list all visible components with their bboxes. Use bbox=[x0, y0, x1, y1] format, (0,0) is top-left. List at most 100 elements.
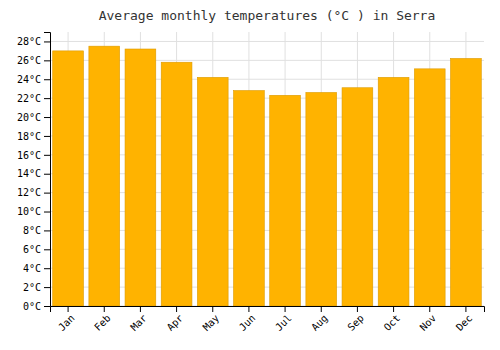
x-tick: Sep bbox=[345, 306, 366, 333]
x-tick-label: Sep bbox=[345, 312, 366, 333]
bar bbox=[414, 69, 445, 306]
y-tick: 10°C bbox=[17, 206, 50, 217]
x-axis: Jan Feb Mar Apr May Jun Jul Aug Sep Oct Nov Dec bbox=[51, 306, 485, 333]
y-tick: 26°C bbox=[17, 55, 50, 66]
bar bbox=[125, 49, 156, 306]
x-tick-label: Jan bbox=[56, 312, 77, 333]
bar bbox=[234, 91, 265, 306]
y-tick-mark bbox=[44, 155, 50, 156]
y-tick: 6°C bbox=[23, 244, 50, 255]
title: Average monthly temperatures (°C ) in Se… bbox=[99, 8, 436, 23]
y-tick-label: 20°C bbox=[17, 112, 41, 123]
y-tick-label: 8°C bbox=[23, 225, 41, 236]
y-tick-mark bbox=[44, 41, 50, 42]
x-tick-mark bbox=[140, 306, 141, 312]
x-tick: Dec bbox=[454, 306, 475, 333]
x-tick-label: Feb bbox=[92, 312, 113, 333]
bar bbox=[89, 46, 120, 306]
x-tick-label: Apr bbox=[165, 312, 186, 333]
y-tick: 24°C bbox=[17, 74, 50, 85]
x-tick: Apr bbox=[165, 306, 186, 333]
y-tick-mark bbox=[44, 249, 50, 250]
x-tick-mark bbox=[285, 306, 286, 312]
bars bbox=[53, 46, 482, 306]
y-tick-mark bbox=[44, 136, 50, 137]
grid-line-y bbox=[50, 41, 484, 42]
y-tick-mark bbox=[44, 117, 50, 118]
x-tick-mark bbox=[429, 306, 430, 312]
x-tick-label: Nov bbox=[418, 312, 439, 333]
x-tick: Jan bbox=[56, 306, 77, 333]
y-axis: 0°C 2°C 4°C 6°C 8°C 10°C 12°C 14°C 16°C 18°C 20°C 2… bbox=[17, 33, 51, 312]
y-tick-label: 28°C bbox=[17, 36, 41, 47]
y-tick-label: 10°C bbox=[17, 206, 41, 217]
x-tick-mark bbox=[248, 306, 249, 312]
y-tick: 0°C bbox=[23, 301, 50, 312]
bar bbox=[378, 77, 409, 306]
x-tick-mark bbox=[393, 306, 394, 312]
bar bbox=[53, 51, 84, 306]
y-tick-mark bbox=[44, 212, 50, 213]
x-tick-mark bbox=[465, 306, 466, 312]
y-tick-label: 4°C bbox=[23, 263, 41, 274]
x-tick-mark bbox=[176, 306, 177, 312]
y-tick: 2°C bbox=[23, 282, 50, 293]
x-tick-mark bbox=[104, 306, 105, 312]
x-tick: Nov bbox=[418, 306, 439, 333]
y-tick: 14°C bbox=[17, 168, 50, 179]
x-tick: May bbox=[201, 306, 222, 333]
bar bbox=[270, 95, 301, 306]
x-tick: Aug bbox=[309, 306, 330, 333]
y-tick-label: 18°C bbox=[17, 131, 41, 142]
y-tick: 8°C bbox=[23, 225, 50, 236]
y-tick-mark bbox=[44, 287, 50, 288]
y-tick-mark bbox=[44, 60, 50, 61]
x-tick-label: Dec bbox=[454, 312, 475, 333]
x-tick-label: Oct bbox=[382, 312, 403, 333]
y-tick-label: 26°C bbox=[17, 55, 41, 66]
x-tick: Jul bbox=[273, 306, 294, 333]
plot: 0°C 2°C 4°C 6°C 8°C 10°C 12°C 14°C 16°C 18°C 20°C 2… bbox=[17, 32, 485, 333]
y-tick: 16°C bbox=[17, 150, 50, 161]
bar bbox=[197, 77, 228, 306]
y-tick-label: 16°C bbox=[17, 150, 41, 161]
x-tick: Oct bbox=[382, 306, 403, 333]
y-tick: 18°C bbox=[17, 131, 50, 142]
y-tick: 28°C bbox=[17, 36, 50, 47]
bar bbox=[306, 92, 337, 306]
chart: 0°C 2°C 4°C 6°C 8°C 10°C 12°C 14°C 16°C 18°C 20°C 2… bbox=[0, 0, 500, 350]
x-tick-label: May bbox=[201, 312, 222, 333]
y-tick-label: 24°C bbox=[17, 74, 41, 85]
x-tick-mark bbox=[68, 306, 69, 312]
x-tick-label: Mar bbox=[128, 312, 149, 333]
x-tick: Jun bbox=[237, 306, 258, 333]
y-tick-label: 22°C bbox=[17, 93, 41, 104]
y-tick-mark bbox=[44, 230, 50, 231]
y-tick-mark bbox=[44, 268, 50, 269]
x-axis-line bbox=[51, 307, 485, 313]
x-tick-mark bbox=[321, 306, 322, 312]
y-tick: 20°C bbox=[17, 112, 50, 123]
y-axis-line bbox=[44, 33, 51, 307]
x-tick-mark bbox=[212, 306, 213, 312]
y-tick: 4°C bbox=[23, 263, 50, 274]
y-tick-mark bbox=[44, 306, 50, 307]
bar bbox=[161, 62, 192, 306]
y-tick-mark bbox=[44, 98, 50, 99]
x-tick-label: Jul bbox=[273, 312, 294, 333]
y-tick-label: 2°C bbox=[23, 282, 41, 293]
x-tick-label: Jun bbox=[237, 312, 258, 333]
y-tick-label: 0°C bbox=[23, 301, 41, 312]
y-tick-label: 14°C bbox=[17, 168, 41, 179]
y-tick-mark bbox=[44, 193, 50, 194]
y-tick-label: 12°C bbox=[17, 187, 41, 198]
x-tick: Feb bbox=[92, 306, 113, 333]
y-tick-mark bbox=[44, 79, 50, 80]
grid bbox=[50, 32, 484, 306]
y-tick: 12°C bbox=[17, 187, 50, 198]
bar bbox=[451, 58, 482, 306]
x-tick-mark bbox=[357, 306, 358, 312]
y-tick-mark bbox=[44, 174, 50, 175]
x-tick: Mar bbox=[128, 306, 149, 333]
x-tick-label: Aug bbox=[309, 312, 330, 333]
